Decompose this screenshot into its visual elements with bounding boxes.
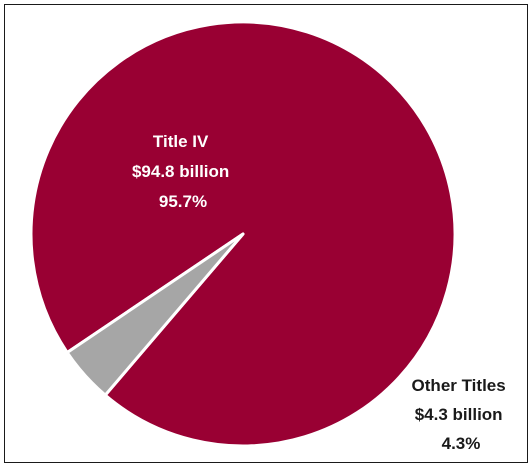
- title-iv-name: Title IV: [153, 132, 209, 151]
- pie-slice-other-titles: [65, 232, 245, 397]
- other-titles-amount: $4.3 billion: [415, 405, 503, 424]
- slice-label-other-titles: Other Titles $4.3 billion 4.3%: [412, 376, 511, 453]
- other-titles-name: Other Titles: [412, 376, 506, 395]
- slice-label-title-iv: Title IV $94.8 billion 95.7%: [132, 132, 234, 211]
- other-titles-percent: 4.3%: [442, 434, 481, 453]
- title-iv-amount: $94.8 billion: [132, 162, 229, 181]
- title-iv-percent: 95.7%: [159, 192, 207, 211]
- pie-slices: [29, 20, 457, 448]
